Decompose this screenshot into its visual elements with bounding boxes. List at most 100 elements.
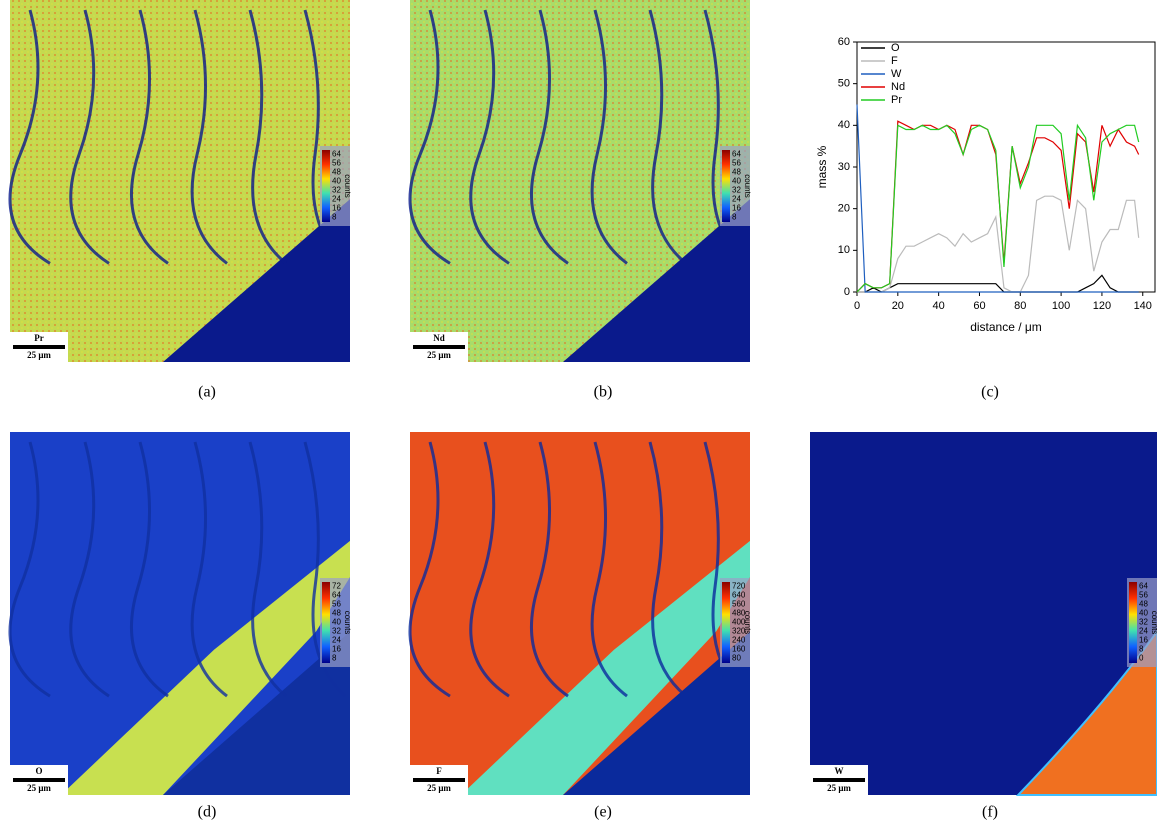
map-crack — [303, 441, 347, 698]
colorbar-tick-label: 48 — [732, 168, 741, 177]
y-tick-label: 30 — [838, 161, 850, 173]
legend-label: O — [891, 42, 900, 54]
colorbar-tick-label: 160 — [732, 645, 746, 654]
colorbar-tick-label: 32 — [732, 186, 741, 195]
map-crack — [303, 9, 347, 265]
y-tick-label: 20 — [838, 203, 850, 215]
panel-label: (f) — [982, 804, 998, 821]
map-region — [163, 199, 350, 362]
map-crack — [248, 441, 287, 698]
colorbar-tick-label: 400 — [732, 618, 746, 627]
legend-label: Pr — [891, 94, 902, 106]
colorbar-unit: counts — [743, 174, 752, 198]
map-crack — [469, 9, 510, 265]
scale-bar — [413, 778, 465, 782]
colorbar-unit: counts — [343, 174, 352, 198]
map-crack — [190, 441, 228, 698]
map-crack — [648, 441, 687, 698]
colorbar-tick-label: 16 — [1139, 636, 1148, 645]
colorbar-unit: counts — [1150, 611, 1157, 635]
colorbar-tick-label: 56 — [732, 159, 741, 168]
x-tick-label: 40 — [933, 300, 945, 312]
colorbar — [322, 150, 330, 222]
map-crack — [8, 441, 51, 698]
y-tick-label: 60 — [838, 36, 850, 48]
colorbar-tick-label: 40 — [332, 177, 341, 186]
map-crack — [69, 441, 110, 698]
colorbar-tick-label: 8 — [1139, 645, 1144, 654]
scale-bar — [413, 345, 465, 349]
map-region — [10, 540, 350, 795]
scale-label: 25 μm — [27, 783, 51, 793]
x-tick-label: 20 — [892, 300, 904, 312]
data-line — [856, 120, 1140, 293]
y-tick-label: 50 — [838, 78, 850, 90]
x-tick-label: 140 — [1134, 300, 1152, 312]
colorbar-tick-label: 64 — [1139, 582, 1148, 591]
colorbar-tick-label: 24 — [1139, 627, 1148, 636]
legend-label: F — [891, 55, 898, 67]
map-crack — [590, 441, 628, 698]
legend-label: Nd — [891, 81, 905, 93]
colorbar-unit: counts — [743, 611, 752, 635]
scale-bar — [813, 778, 865, 782]
map-crack — [703, 9, 747, 265]
map-crack — [648, 9, 687, 265]
colorbar-tick-label: 56 — [1139, 591, 1148, 600]
colorbar-tick-label: 40 — [332, 618, 341, 627]
colorbar — [722, 582, 730, 663]
element-label: O — [35, 766, 42, 776]
colorbar-tick-label: 720 — [732, 582, 746, 591]
map-crack — [408, 441, 451, 698]
map-crack — [469, 441, 510, 698]
map-region — [563, 631, 750, 795]
plot-frame — [856, 41, 1156, 293]
map-crack — [190, 9, 228, 265]
scale-label: 25 μm — [827, 783, 851, 793]
map-crack — [408, 9, 451, 265]
map-region — [563, 199, 750, 362]
x-axis-label: distance / μm — [970, 320, 1042, 334]
x-tick-label: 120 — [1093, 300, 1111, 312]
colorbar-tick-label: 56 — [332, 600, 341, 609]
colorbar-tick-label: 640 — [732, 591, 746, 600]
scale-bar — [13, 345, 65, 349]
colorbar-tick-label: 16 — [332, 645, 341, 654]
panel-label: (a) — [198, 384, 216, 401]
y-tick-label: 0 — [844, 286, 850, 298]
element-label: F — [436, 766, 442, 776]
panel-label: (c) — [981, 384, 999, 401]
colorbar-tick-label: 40 — [1139, 609, 1148, 618]
scale-label: 25 μm — [427, 350, 451, 360]
colorbar-tick-label: 72 — [332, 582, 341, 591]
data-line — [857, 195, 1140, 293]
colorbar-tick-label: 8 — [332, 213, 337, 222]
x-tick-label: 80 — [1014, 300, 1026, 312]
map-crack — [530, 9, 569, 265]
colorbar-tick-label: 480 — [732, 609, 746, 618]
data-line — [857, 274, 1139, 293]
colorbar — [1129, 582, 1137, 663]
colorbar-tick-label: 8 — [332, 654, 337, 663]
y-tick-label: 10 — [838, 244, 850, 256]
data-line — [856, 104, 1139, 293]
colorbar-unit: counts — [343, 611, 352, 635]
colorbar-tick-label: 32 — [1139, 618, 1148, 627]
map-crack — [69, 9, 110, 265]
colorbar-tick-label: 240 — [732, 636, 746, 645]
y-tick-label: 40 — [838, 119, 850, 131]
colorbar-tick-label: 40 — [732, 177, 741, 186]
element-label: W — [835, 766, 844, 776]
colorbar-tick-label: 24 — [732, 195, 741, 204]
colorbar-tick-label: 16 — [332, 204, 341, 213]
colorbar-tick-label: 48 — [332, 609, 341, 618]
colorbar — [722, 150, 730, 222]
colorbar-tick-label: 0 — [1139, 654, 1144, 663]
map-crack — [8, 9, 51, 265]
